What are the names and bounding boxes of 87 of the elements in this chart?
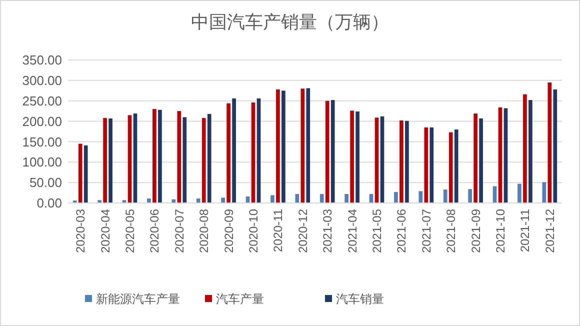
bar bbox=[468, 189, 472, 203]
bar bbox=[276, 89, 280, 203]
x-tick-label: 2020-08 bbox=[197, 208, 212, 254]
x-tick-label: 2020-11 bbox=[271, 208, 286, 252]
x-tick-label: 2021-03 bbox=[320, 208, 335, 254]
bar bbox=[196, 198, 200, 203]
bar bbox=[177, 111, 182, 203]
bar bbox=[523, 94, 527, 203]
x-tick-label: 2020-07 bbox=[172, 208, 186, 254]
bar bbox=[103, 118, 107, 203]
bar bbox=[226, 103, 230, 203]
x-tick-label: 2020-10 bbox=[246, 208, 260, 254]
bar bbox=[108, 118, 112, 203]
x-tick-label: 2020-06 bbox=[148, 208, 162, 254]
bar bbox=[498, 107, 502, 203]
x-tick-label: 2021-05 bbox=[370, 208, 384, 254]
bar bbox=[330, 100, 335, 203]
bar bbox=[158, 110, 162, 203]
bar bbox=[251, 102, 256, 203]
x-tick-label: 2021-07 bbox=[419, 208, 434, 254]
bar bbox=[400, 120, 404, 203]
bar bbox=[282, 90, 286, 203]
bar bbox=[374, 118, 379, 203]
bar bbox=[270, 195, 274, 203]
legend-label: 新能源汽车产量 bbox=[96, 292, 180, 306]
x-tick-label: 2021-08 bbox=[444, 208, 458, 254]
bar bbox=[424, 127, 428, 203]
bar bbox=[232, 98, 236, 203]
bar bbox=[325, 100, 330, 203]
y-tick-label: 250.00 bbox=[22, 93, 62, 108]
bar bbox=[300, 88, 305, 203]
bar bbox=[133, 114, 138, 203]
bar bbox=[518, 184, 522, 203]
bar bbox=[295, 194, 300, 203]
bar bbox=[448, 132, 453, 203]
legend-label: 汽车产量 bbox=[216, 292, 264, 306]
bar bbox=[320, 194, 324, 203]
y-tick-label: 0.00 bbox=[36, 196, 62, 211]
bar bbox=[504, 108, 508, 203]
x-tick-label: 2020-09 bbox=[222, 208, 236, 254]
bar bbox=[256, 98, 261, 203]
y-tick-label: 100.00 bbox=[22, 154, 62, 170]
bar bbox=[202, 118, 206, 203]
bar bbox=[430, 127, 434, 203]
bar bbox=[147, 198, 151, 203]
x-tick-label: 2021-09 bbox=[468, 208, 483, 254]
bar bbox=[380, 116, 384, 203]
bar bbox=[306, 88, 310, 203]
x-tick-label: 2020-03 bbox=[74, 208, 88, 254]
x-tick-label: 2020-05 bbox=[122, 208, 137, 254]
bar bbox=[182, 117, 187, 203]
bar bbox=[356, 111, 360, 203]
bar bbox=[553, 89, 558, 203]
x-tick-label: 2021-10 bbox=[493, 208, 508, 254]
bar bbox=[128, 115, 132, 203]
bar bbox=[542, 182, 546, 203]
bar bbox=[474, 114, 478, 203]
x-tick-label: 2021-06 bbox=[394, 208, 409, 254]
bar bbox=[84, 145, 88, 203]
bar bbox=[344, 194, 348, 203]
y-tick-label: 350.00 bbox=[22, 52, 62, 68]
y-tick-label: 200.00 bbox=[22, 114, 62, 129]
legend-label: 汽车销量 bbox=[336, 292, 384, 306]
bar bbox=[221, 198, 225, 203]
x-tick-label: 2021-11 bbox=[518, 208, 532, 252]
bar bbox=[454, 129, 458, 203]
bar bbox=[207, 114, 212, 203]
bar bbox=[78, 144, 82, 203]
bar bbox=[528, 100, 532, 203]
y-tick-label: 150.00 bbox=[22, 134, 62, 150]
x-tick-label: 2020-04 bbox=[98, 208, 112, 254]
bar bbox=[152, 109, 156, 203]
bar bbox=[548, 82, 552, 203]
bar bbox=[418, 191, 423, 203]
bar bbox=[492, 186, 497, 203]
y-tick-label: 300.00 bbox=[22, 72, 62, 88]
bar bbox=[98, 200, 102, 203]
bar bbox=[394, 192, 398, 203]
chart-title: 中国汽车产销量（万辆） bbox=[191, 12, 389, 33]
x-tick-label: 2021-04 bbox=[345, 208, 360, 254]
bar bbox=[350, 110, 354, 203]
bar bbox=[479, 118, 483, 203]
x-tick-label: 2021-12 bbox=[542, 208, 557, 254]
bar bbox=[443, 190, 448, 203]
bar bbox=[405, 120, 409, 203]
y-tick-label: 50.00 bbox=[29, 175, 62, 190]
x-tick-label: 2020-12 bbox=[296, 208, 310, 254]
